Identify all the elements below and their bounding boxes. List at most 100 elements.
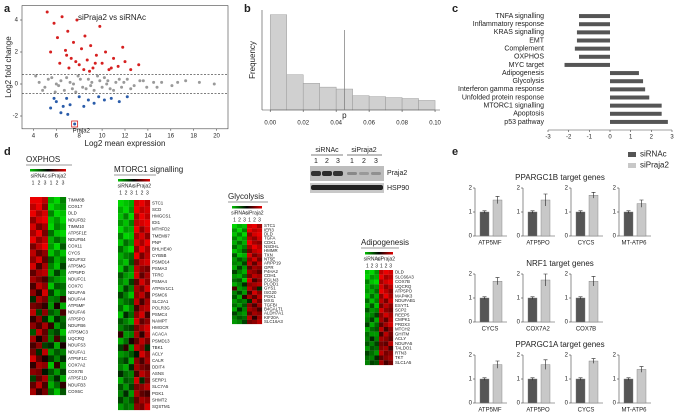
heatmap-cell (118, 344, 124, 352)
heatmap-cell (388, 336, 394, 342)
row-label: RTN3 (395, 350, 407, 355)
column-group: siPraja2 (377, 256, 395, 262)
x-tick-label: ATP5PO (526, 408, 550, 414)
heatmap-cell (42, 322, 49, 330)
heatmap-cell (36, 368, 43, 376)
color-scale (365, 252, 393, 255)
heatmap-cell (247, 236, 253, 241)
heatmap-cell (365, 284, 370, 290)
heatmap-cell (379, 298, 384, 304)
heatmap-cell (128, 305, 135, 312)
heatmap-cell (365, 322, 370, 328)
bar (579, 22, 610, 27)
heatmap-cell (237, 232, 243, 237)
heatmap-cell (128, 213, 135, 220)
point (59, 111, 63, 115)
row-label: NDUFA6 (68, 310, 86, 315)
y-tick-label: -2 (13, 114, 19, 120)
heatmap-cell (60, 296, 67, 303)
error-bar (578, 210, 583, 214)
heatmap-cell (247, 290, 253, 295)
point (117, 77, 121, 81)
heatmap-cell (139, 291, 145, 299)
error-bar (543, 193, 548, 206)
point (141, 79, 145, 83)
heatmap-cell (139, 344, 145, 352)
row-label: DDIT4 (152, 365, 165, 370)
column-label: 2 (371, 263, 374, 269)
point (82, 104, 86, 108)
row-label: DLD (395, 270, 404, 275)
y-tick-label: 0 (469, 234, 473, 240)
heatmap-cell (118, 305, 124, 312)
y-tick-label: 2 (469, 186, 473, 192)
heatmap-cell (134, 344, 140, 352)
heatmap-cell (54, 269, 61, 277)
heatmap-cell (237, 244, 243, 250)
heatmap-cell (232, 236, 238, 241)
heatmap-cell (242, 303, 248, 308)
heatmap-cell (30, 216, 37, 224)
point (108, 87, 112, 91)
band (371, 172, 381, 175)
heatmap-cell (123, 390, 129, 397)
heatmap-cell (257, 294, 263, 300)
heatmap-cell (252, 274, 258, 279)
row-label: SLC7A5 (152, 384, 169, 389)
heatmap-cell (54, 282, 61, 290)
heatmap-cell (369, 284, 375, 290)
heatmap-cell (139, 213, 145, 220)
heatmap-cell (369, 303, 375, 309)
heatmap-cell (118, 239, 124, 247)
heatmap-cell (36, 197, 43, 204)
heatmap-cell (54, 203, 61, 211)
heatmap-cell (123, 377, 129, 384)
y-tick-label: 1 (469, 377, 473, 383)
bar (492, 281, 503, 323)
y-tick-label: 2 (469, 353, 473, 359)
heatmap-cell (54, 223, 61, 231)
point (59, 79, 63, 83)
category-label: Adipogenesis (502, 70, 545, 77)
heatmap-cell (118, 311, 124, 319)
row-label: TKT (395, 355, 404, 360)
heatmap-cell (379, 270, 384, 275)
heatmap-cell (252, 224, 258, 229)
heatmap-cell (232, 244, 238, 250)
heatmap-cell (123, 305, 129, 312)
heatmap-cell (54, 355, 61, 363)
heatmap-cell (54, 388, 61, 396)
bar (588, 281, 599, 323)
heatmap-cell (369, 312, 375, 318)
row-label: TFRC (152, 273, 164, 278)
heatmap-cell (252, 307, 258, 312)
y-tick-label: 0 (517, 401, 521, 407)
heatmap-cell (60, 230, 67, 237)
heatmap-cell (374, 308, 380, 313)
heatmap-cell (232, 319, 238, 325)
heatmap-cell (383, 303, 389, 309)
legend-label: siRNAc (640, 150, 667, 159)
row-label: NAMPT (152, 319, 168, 324)
x-tick-label: ATP5MF (478, 241, 502, 247)
heatmap-cell (36, 256, 43, 264)
heatmap-cell (42, 381, 49, 389)
row-label: SHMT2 (152, 397, 167, 402)
bar (636, 369, 647, 404)
heatmap-cell (242, 257, 248, 262)
heatmap-cell (48, 216, 55, 224)
heatmap-cell (232, 294, 238, 300)
x-tick-label: 12 (122, 133, 129, 139)
heatmap-cell (123, 219, 129, 227)
heatmap-cell (144, 200, 151, 207)
row-label: POLR3G (152, 305, 170, 310)
heatmap-cell (144, 344, 151, 352)
heatmap-cell (36, 282, 43, 290)
heatmap-cell (388, 289, 394, 294)
heatmap-cell (42, 289, 49, 297)
heatmap-cell (48, 342, 55, 349)
heatmap-cell (379, 322, 384, 328)
histogram-bar (269, 14, 287, 111)
heatmap-cell (379, 279, 384, 285)
band-label: HSP90 (387, 185, 409, 192)
